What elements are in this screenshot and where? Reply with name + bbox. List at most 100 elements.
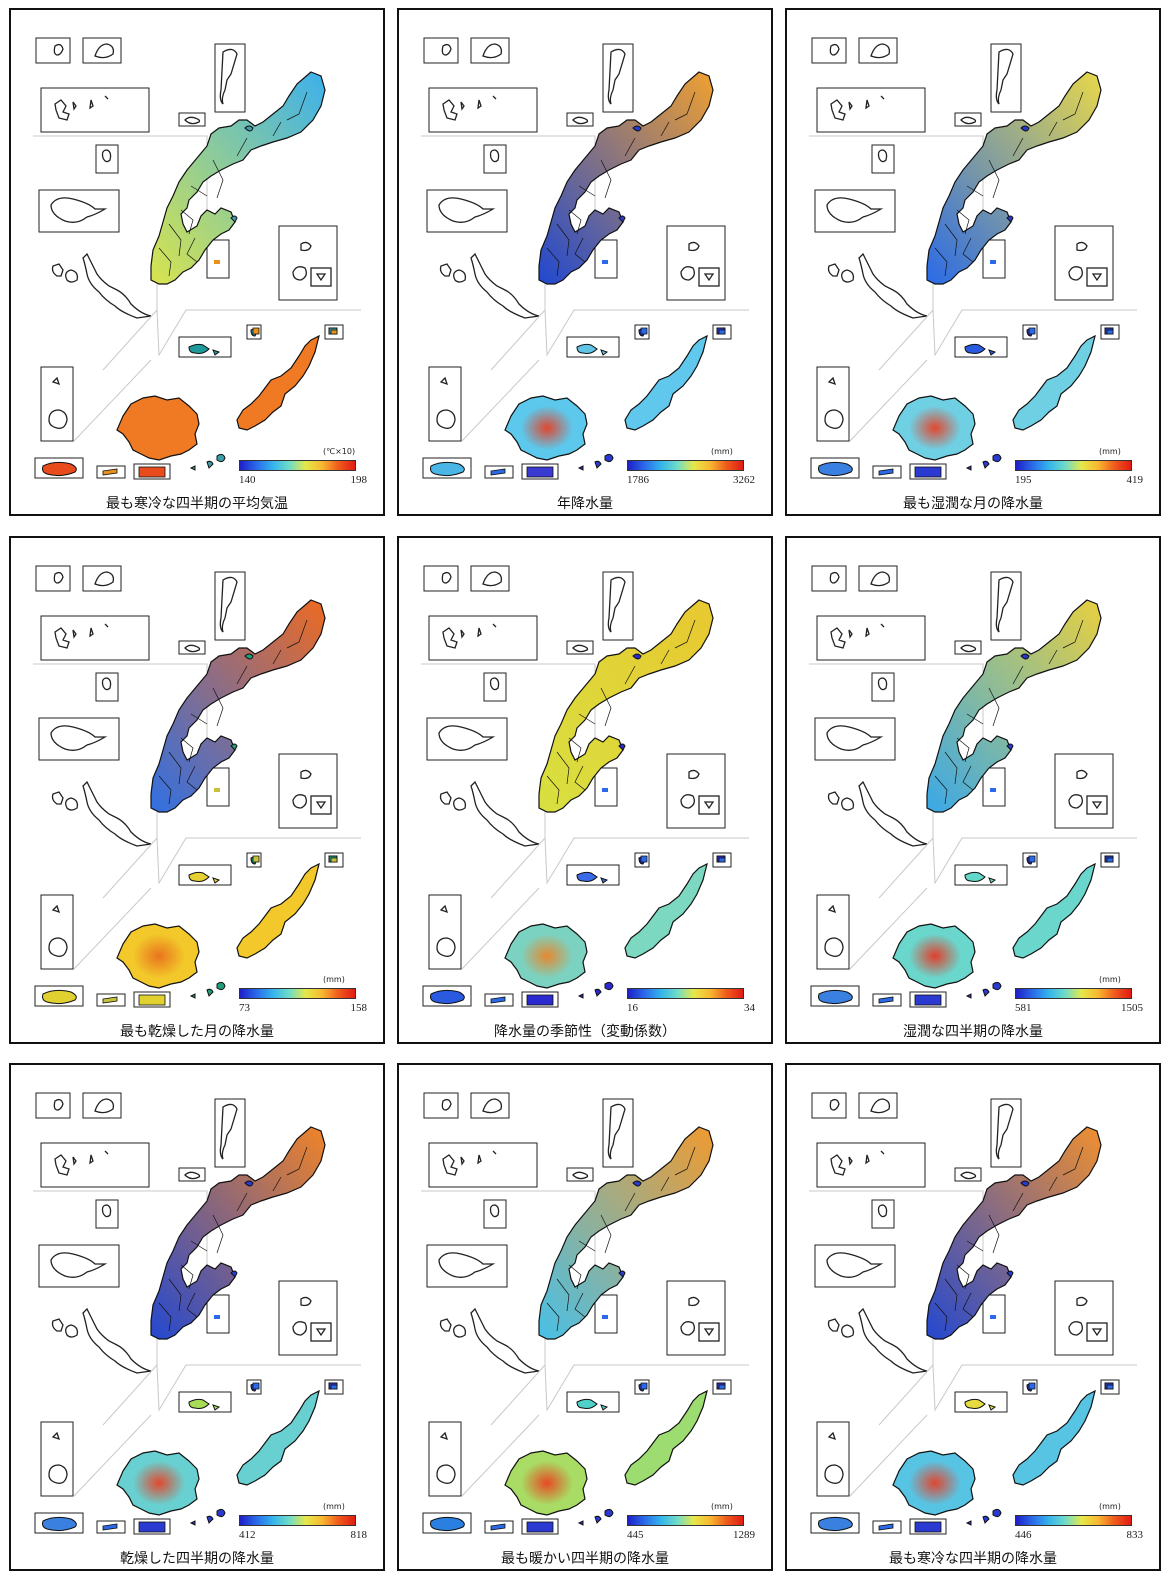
inset-frame bbox=[310, 267, 332, 287]
inset-frame bbox=[566, 1391, 620, 1413]
small-island-mark bbox=[602, 1315, 608, 1319]
island-outline bbox=[1091, 1328, 1103, 1337]
legend-max: 419 bbox=[1126, 474, 1144, 486]
island-outline bbox=[436, 904, 456, 957]
island-outline bbox=[827, 791, 855, 811]
boundary-line bbox=[848, 1414, 928, 1498]
island-outline bbox=[441, 1098, 452, 1111]
island-outline bbox=[829, 1098, 840, 1111]
tsuken-island bbox=[230, 1270, 238, 1278]
small-island-mark bbox=[990, 260, 996, 264]
inset-frame bbox=[954, 640, 982, 655]
inset-frame bbox=[1022, 324, 1038, 340]
inset-frame bbox=[178, 1391, 232, 1413]
inset-frame bbox=[871, 1199, 895, 1229]
iriomote-island bbox=[189, 453, 226, 471]
inset-frame bbox=[484, 465, 514, 479]
island-outline bbox=[470, 252, 540, 319]
kume-island bbox=[188, 343, 221, 356]
kume-island bbox=[188, 871, 221, 884]
island-outline bbox=[441, 571, 452, 584]
inset-frame bbox=[872, 993, 902, 1007]
legend-unit: (mm) bbox=[711, 1502, 733, 1511]
inset-frame bbox=[982, 239, 1006, 279]
map-panel-7: (mm) 412 818 乾燥した四半期の降水量 bbox=[9, 1063, 385, 1571]
municipal-boundary bbox=[286, 619, 308, 649]
island-outline bbox=[442, 95, 497, 121]
boundary-line bbox=[460, 1414, 540, 1498]
island-outline bbox=[489, 677, 500, 691]
island-outline bbox=[489, 1204, 500, 1218]
inset-island bbox=[1028, 327, 1114, 335]
boundary-line bbox=[33, 663, 208, 768]
municipal-boundary bbox=[158, 775, 172, 805]
inset-frame bbox=[816, 615, 926, 661]
island-outline bbox=[607, 576, 626, 633]
inset-frame bbox=[38, 717, 120, 761]
municipal-boundary bbox=[212, 687, 224, 727]
boundary-line bbox=[932, 1364, 1137, 1412]
municipal-boundary bbox=[568, 1264, 582, 1290]
inset-frame bbox=[1054, 753, 1114, 829]
municipal-boundary bbox=[1048, 121, 1058, 137]
boundary-line bbox=[156, 1364, 361, 1412]
municipal-boundary bbox=[660, 121, 670, 137]
inset-frame bbox=[82, 1092, 122, 1119]
island-outline bbox=[82, 252, 152, 319]
map-panel-9: (mm) 446 833 最も寒冷な四半期の降水量 bbox=[785, 1063, 1161, 1571]
island-outline bbox=[82, 780, 152, 847]
island-outline bbox=[824, 376, 844, 429]
island-outline bbox=[94, 43, 115, 59]
legend-max: 1289 bbox=[733, 1529, 755, 1541]
inset-frame bbox=[34, 457, 84, 479]
island-outline bbox=[184, 1171, 201, 1180]
boundary-line bbox=[544, 837, 749, 885]
inset-frame bbox=[858, 1092, 898, 1119]
inset-frame bbox=[40, 1142, 150, 1188]
inset-frame bbox=[95, 1199, 119, 1229]
legend-min: 581 bbox=[1015, 1002, 1032, 1014]
daito-island bbox=[914, 994, 942, 1006]
iriomote-island bbox=[189, 981, 226, 999]
inset-frame bbox=[206, 1294, 230, 1334]
island-outline bbox=[607, 1103, 626, 1160]
municipal-boundary bbox=[190, 713, 208, 725]
map-caption: 最も寒冷な四半期の平均気温 bbox=[106, 496, 288, 512]
legend-color-bar bbox=[627, 1515, 744, 1526]
map-panel-3: (mm) 195 419 最も湿潤な月の降水量 bbox=[785, 8, 1161, 516]
municipal-boundary bbox=[578, 185, 596, 197]
island-outline bbox=[48, 904, 68, 957]
municipal-boundary bbox=[1062, 1146, 1084, 1176]
inset-frame bbox=[814, 189, 896, 233]
island-outline bbox=[439, 1318, 467, 1338]
boundary-line bbox=[421, 135, 596, 240]
iheya-island bbox=[244, 653, 254, 660]
island-outline bbox=[51, 263, 79, 283]
inset-frame bbox=[310, 1322, 332, 1342]
ishigaki-hotspot bbox=[909, 1461, 961, 1505]
municipal-boundary bbox=[660, 649, 670, 665]
island-outline bbox=[50, 725, 108, 751]
municipal-boundary bbox=[272, 649, 282, 665]
municipal-boundary bbox=[158, 247, 172, 277]
inset-frame bbox=[470, 565, 510, 592]
daito-island bbox=[138, 994, 166, 1006]
boundary-line bbox=[421, 663, 596, 768]
okinawa-map bbox=[809, 37, 1137, 480]
ishigaki-hotspot bbox=[133, 406, 185, 450]
legend-max: 1505 bbox=[1121, 1002, 1143, 1014]
municipal-boundary bbox=[966, 1240, 984, 1252]
daito-island bbox=[914, 1521, 942, 1533]
inset-frame bbox=[1086, 795, 1108, 815]
inset-frame bbox=[1022, 1379, 1038, 1395]
island-outline bbox=[292, 241, 312, 281]
inset-frame bbox=[634, 324, 650, 340]
legend-min: 412 bbox=[239, 1529, 256, 1541]
inset-frame bbox=[712, 852, 732, 868]
miyako-island bbox=[236, 862, 320, 959]
inset-frame bbox=[566, 336, 620, 358]
municipal-boundary bbox=[168, 751, 182, 785]
yonaguni-island bbox=[430, 461, 465, 477]
iheya-island bbox=[244, 1180, 254, 1187]
municipal-boundary bbox=[180, 1264, 194, 1290]
